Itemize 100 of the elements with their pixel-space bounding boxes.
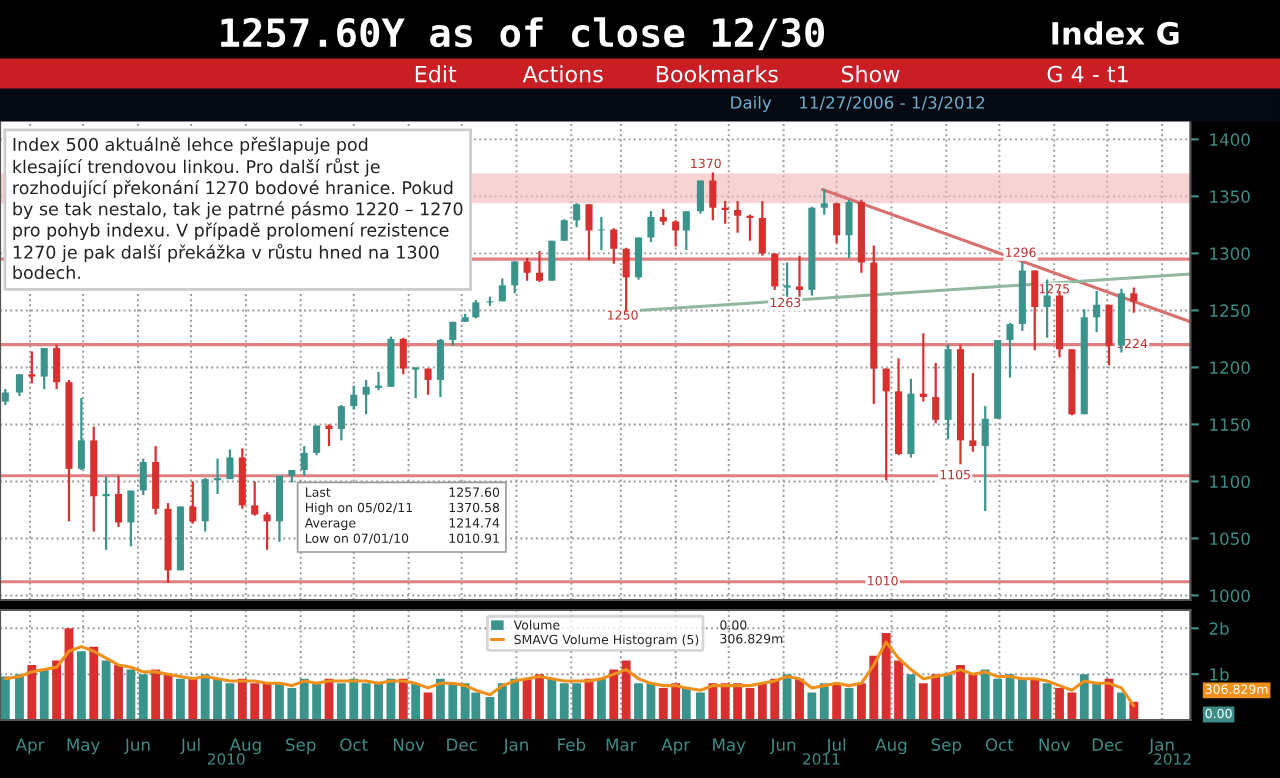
x-tick-label: Mar — [606, 738, 637, 751]
candlestick — [672, 219, 680, 248]
text: Bookmarks — [656, 65, 778, 83]
x-tick-label: Jan — [502, 738, 528, 755]
candlestick — [77, 397, 85, 472]
bar — [681, 687, 691, 720]
bar — [262, 683, 272, 720]
x-tick-label: Sep — [931, 738, 962, 755]
x-tick-label: Dec — [447, 738, 477, 751]
candlestick — [436, 337, 444, 399]
candlestick — [597, 215, 605, 252]
candlestick — [127, 489, 135, 548]
bar — [1017, 678, 1027, 720]
candlestick — [350, 384, 358, 411]
bar — [138, 674, 148, 720]
candlestick — [40, 346, 48, 391]
candlestick — [610, 227, 618, 265]
bar — [27, 665, 37, 720]
candlestick — [275, 474, 284, 543]
candlestick — [734, 199, 742, 234]
candlestick — [189, 480, 197, 525]
text: G 4 - t1 — [1047, 65, 1128, 83]
candlestick — [746, 213, 754, 242]
candlestick — [511, 260, 519, 295]
bar — [832, 683, 842, 720]
x-tick-label: Aug — [229, 738, 261, 755]
candlestick — [782, 261, 792, 298]
x-tick-label: Apr — [661, 738, 691, 755]
x-tick-label: Jan — [1148, 738, 1174, 755]
y-tick-label: 1b — [1210, 667, 1229, 681]
x-tick-label: Jun — [769, 738, 796, 755]
x-tick-label: Oct — [985, 738, 1014, 751]
bar — [795, 678, 804, 720]
bar — [1030, 678, 1040, 720]
text: Show — [841, 65, 900, 83]
candlestick — [15, 373, 23, 398]
y-tick-label: 1350 — [1210, 190, 1250, 203]
bar — [52, 660, 62, 720]
candlestick — [758, 199, 766, 257]
candlestick — [622, 246, 630, 313]
bar — [621, 660, 631, 720]
candlestick — [201, 476, 209, 533]
x-tick-label: Nov — [1039, 738, 1070, 751]
candlestick — [28, 350, 36, 385]
candlestick — [969, 372, 977, 453]
chart-subtitle: Daily 11/27/2006 - 1/3/2012 — [731, 95, 985, 113]
bar — [609, 669, 619, 720]
chart-title: 1257.60Y as of close 12/30 — [221, 17, 825, 51]
candlestick — [139, 457, 147, 497]
candlestick — [411, 366, 421, 400]
y-tick-label: 1400 — [1210, 133, 1250, 146]
candlestick — [585, 203, 593, 262]
bar — [15, 674, 24, 720]
candlestick — [472, 299, 480, 320]
candlestick — [932, 361, 940, 425]
bar — [188, 678, 198, 720]
x-tick-label: Jun — [124, 738, 150, 755]
bar — [1116, 692, 1126, 720]
bar — [411, 683, 421, 720]
bar — [126, 669, 136, 720]
candlestick — [325, 423, 333, 448]
y-tick-label: 1150 — [1210, 418, 1250, 431]
x-tick-label: Jul — [825, 738, 846, 755]
y-tick-label: 2b — [1209, 622, 1229, 635]
bar — [176, 678, 185, 720]
candlestick — [251, 480, 259, 517]
candlestick — [682, 210, 690, 252]
candlestick — [1006, 321, 1014, 379]
candlestick — [1031, 269, 1039, 352]
candlestick — [981, 405, 989, 513]
candlestick — [114, 474, 123, 529]
bar — [547, 678, 557, 720]
candlestick — [573, 202, 581, 229]
bar — [696, 692, 705, 720]
y-tick-label: 1200 — [1210, 361, 1250, 374]
candlestick — [560, 218, 568, 242]
x-tick-label: May — [713, 738, 746, 755]
candlestick — [771, 252, 779, 291]
candlestick — [548, 239, 556, 282]
bar — [819, 683, 829, 720]
x-tick-label: Sep — [286, 738, 316, 755]
bar — [76, 651, 86, 720]
x-tick-label: Jul — [180, 738, 200, 755]
candlestick — [226, 448, 234, 481]
bar — [708, 683, 718, 720]
y-tick-label: 1300 — [1210, 247, 1250, 260]
bar — [39, 669, 49, 720]
x-tick-label: Nov — [393, 738, 425, 751]
candlestick — [1130, 286, 1138, 314]
y-tick-label: 1250 — [1210, 304, 1250, 317]
candlestick — [300, 444, 308, 477]
y-tick-label: 1000 — [1210, 589, 1250, 603]
candlestick — [709, 171, 717, 222]
bar — [807, 692, 817, 720]
bar — [398, 678, 408, 720]
candlestick — [263, 511, 271, 551]
bar — [782, 674, 792, 720]
candlestick — [833, 202, 841, 245]
y-tick-label: 1050 — [1210, 532, 1250, 545]
bar — [89, 646, 99, 720]
